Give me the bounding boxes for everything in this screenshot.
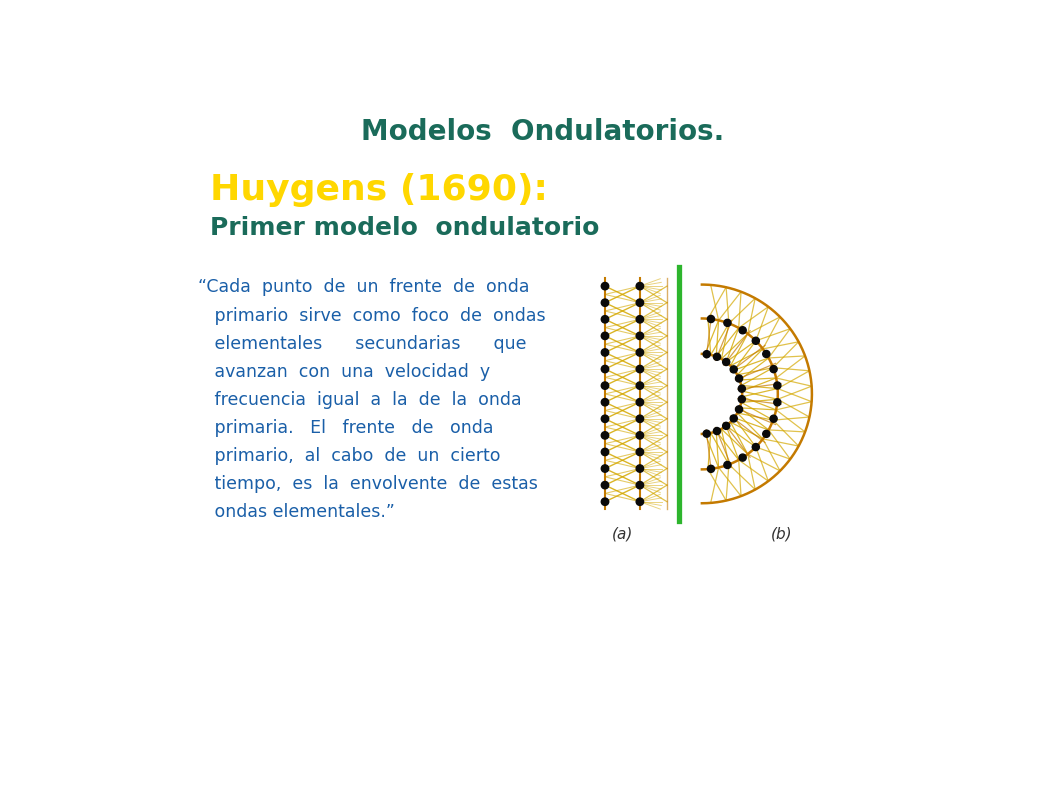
- Circle shape: [636, 481, 643, 488]
- Circle shape: [601, 366, 608, 373]
- Text: primario  sirve  como  foco  de  ondas: primario sirve como foco de ondas: [198, 307, 546, 324]
- Text: primario,  al  cabo  de  un  cierto: primario, al cabo de un cierto: [198, 447, 500, 465]
- Circle shape: [752, 337, 760, 344]
- Circle shape: [704, 351, 710, 358]
- Circle shape: [601, 382, 608, 389]
- Circle shape: [738, 385, 746, 393]
- Circle shape: [740, 454, 746, 462]
- Circle shape: [752, 443, 760, 450]
- Circle shape: [735, 406, 743, 413]
- Circle shape: [601, 498, 608, 505]
- Text: ondas elementales.”: ondas elementales.”: [198, 504, 395, 521]
- Text: “Cada  punto  de  un  frente  de  onda: “Cada punto de un frente de onda: [198, 278, 530, 297]
- Text: (a): (a): [612, 527, 633, 542]
- Text: avanzan  con  una  velocidad  y: avanzan con una velocidad y: [198, 362, 490, 381]
- Text: Huygens (1690):: Huygens (1690):: [209, 173, 548, 207]
- Circle shape: [601, 399, 608, 406]
- Text: Primer modelo  ondulatorio: Primer modelo ondulatorio: [209, 216, 599, 240]
- Text: tiempo,  es  la  envolvente  de  estas: tiempo, es la envolvente de estas: [198, 475, 539, 493]
- Circle shape: [636, 382, 643, 389]
- Circle shape: [636, 299, 643, 306]
- Circle shape: [601, 332, 608, 339]
- Circle shape: [713, 427, 720, 435]
- Circle shape: [724, 320, 731, 327]
- Circle shape: [773, 382, 781, 389]
- Circle shape: [636, 366, 643, 373]
- Text: frecuencia  igual  a  la  de  la  onda: frecuencia igual a la de la onda: [198, 391, 522, 409]
- Circle shape: [636, 465, 643, 473]
- Circle shape: [636, 349, 643, 356]
- Circle shape: [636, 498, 643, 505]
- Circle shape: [738, 396, 746, 403]
- Circle shape: [763, 351, 770, 358]
- Circle shape: [636, 316, 643, 323]
- Circle shape: [708, 465, 714, 473]
- Circle shape: [636, 332, 643, 339]
- Circle shape: [724, 462, 731, 469]
- Circle shape: [770, 366, 778, 373]
- Circle shape: [601, 316, 608, 323]
- Circle shape: [763, 431, 770, 438]
- Circle shape: [601, 448, 608, 456]
- Circle shape: [601, 415, 608, 423]
- Circle shape: [773, 399, 781, 406]
- Circle shape: [723, 423, 730, 429]
- Circle shape: [601, 282, 608, 289]
- Circle shape: [636, 399, 643, 406]
- Circle shape: [601, 465, 608, 473]
- Circle shape: [601, 349, 608, 356]
- Circle shape: [601, 481, 608, 488]
- Circle shape: [636, 448, 643, 456]
- Circle shape: [770, 416, 778, 422]
- Circle shape: [601, 299, 608, 306]
- Circle shape: [730, 415, 737, 422]
- Circle shape: [713, 353, 720, 360]
- Text: Modelos  Ondulatorios.: Modelos Ondulatorios.: [361, 118, 724, 146]
- Circle shape: [735, 375, 743, 382]
- Circle shape: [704, 430, 710, 437]
- Circle shape: [636, 282, 643, 289]
- Circle shape: [708, 316, 714, 323]
- Circle shape: [723, 358, 730, 366]
- Circle shape: [601, 431, 608, 439]
- Text: elementales      secundarias      que: elementales secundarias que: [198, 335, 527, 353]
- Circle shape: [730, 366, 737, 373]
- Circle shape: [636, 415, 643, 423]
- Circle shape: [740, 327, 746, 334]
- Text: (b): (b): [771, 527, 792, 542]
- Circle shape: [636, 431, 643, 439]
- Text: primaria.   El   frente   de   onda: primaria. El frente de onda: [198, 419, 494, 437]
